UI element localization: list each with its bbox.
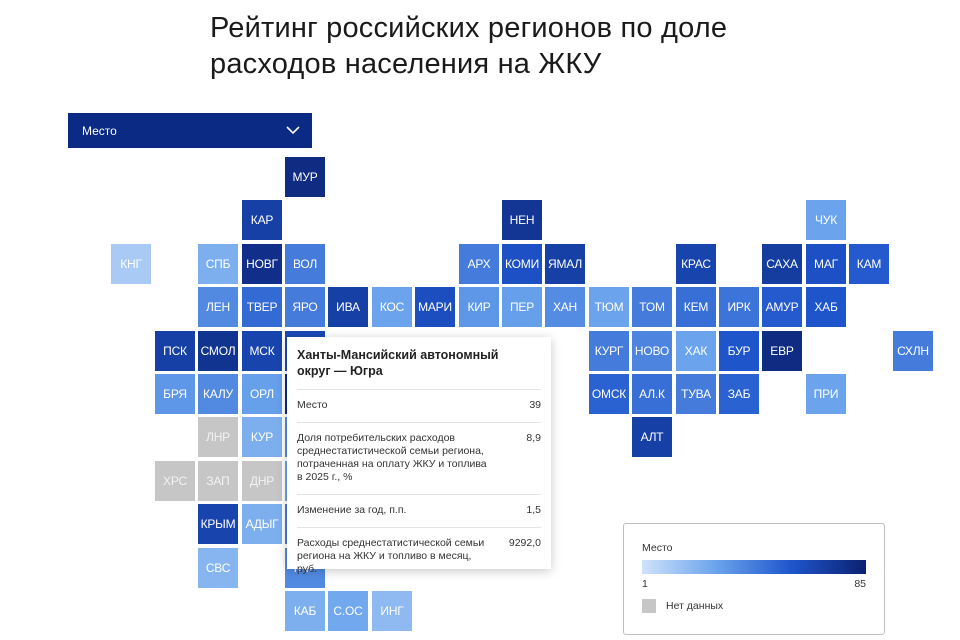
- region-tile[interactable]: КУРГ: [589, 331, 629, 371]
- tooltip-row: Место 39: [297, 389, 541, 422]
- region-tile[interactable]: КАБ: [285, 591, 325, 631]
- tooltip-value: 9292,0: [508, 537, 541, 549]
- region-tile[interactable]: КАЛУ: [198, 374, 238, 414]
- dropdown-label: Место: [82, 123, 117, 138]
- region-tile[interactable]: САХА: [762, 244, 802, 284]
- nodata-label: Нет данных: [666, 600, 724, 612]
- region-tile[interactable]: МАРИ: [415, 287, 455, 327]
- region-tile[interactable]: СХЛН: [893, 331, 933, 371]
- region-tile[interactable]: БРЯ: [155, 374, 195, 414]
- region-tile[interactable]: МСК: [242, 331, 282, 371]
- region-tile[interactable]: ЗАБ: [719, 374, 759, 414]
- metric-dropdown[interactable]: Место: [68, 113, 312, 148]
- tooltip-region-name: Ханты-Мансийский автономный округ — Югра: [297, 348, 499, 378]
- tooltip-row: Расходы среднестатистической семьи регио…: [297, 527, 541, 586]
- region-tile[interactable]: КОМИ: [502, 244, 542, 284]
- region-tile[interactable]: НОВГ: [242, 244, 282, 284]
- region-tile[interactable]: ПСК: [155, 331, 195, 371]
- region-tile[interactable]: С.ОС: [328, 591, 368, 631]
- region-tile[interactable]: ОРЛ: [242, 374, 282, 414]
- region-tile[interactable]: ХРС: [155, 461, 195, 501]
- legend-title: Место: [642, 542, 673, 554]
- tooltip-label: Расходы среднестатистической семьи регио…: [297, 537, 485, 575]
- region-tile[interactable]: ТОМ: [632, 287, 672, 327]
- region-tile[interactable]: НЕН: [502, 200, 542, 240]
- region-tile[interactable]: МАГ: [806, 244, 846, 284]
- region-tile[interactable]: ЗАП: [198, 461, 238, 501]
- region-tile[interactable]: ТЮМ: [589, 287, 629, 327]
- region-tooltip: Ханты-Мансийский автономный округ — Югра…: [287, 337, 551, 575]
- tooltip-value: 8,9: [526, 432, 541, 444]
- region-tile[interactable]: ИВА: [328, 287, 368, 327]
- region-tile[interactable]: ЧУК: [806, 200, 846, 240]
- region-tile[interactable]: ВОЛ: [285, 244, 325, 284]
- region-tile[interactable]: ПРИ: [806, 374, 846, 414]
- region-tile[interactable]: ЛЕН: [198, 287, 238, 327]
- chart-title: Рейтинг российских регионов по доле расх…: [210, 12, 728, 80]
- region-tile[interactable]: ХАН: [545, 287, 585, 327]
- region-tile[interactable]: АМУР: [762, 287, 802, 327]
- tooltip-row: Изменение за год, п.п. 1,5: [297, 494, 541, 527]
- tooltip-label: Изменение за год, п.п.: [297, 504, 407, 516]
- region-tile[interactable]: БУР: [719, 331, 759, 371]
- tooltip-label: Место: [297, 399, 328, 411]
- region-tile[interactable]: КУР: [242, 417, 282, 457]
- legend: Место 1 85 Нет данных: [623, 523, 885, 635]
- legend-min: 1: [642, 578, 648, 590]
- legend-max: 85: [854, 578, 866, 590]
- region-tile[interactable]: СМОЛ: [198, 331, 238, 371]
- tooltip-label: Доля потребительских расходов среднестат…: [297, 432, 487, 483]
- region-tile[interactable]: АДЫГ: [242, 504, 282, 544]
- region-tile[interactable]: МУР: [285, 157, 325, 197]
- region-tile[interactable]: СПБ: [198, 244, 238, 284]
- region-tile[interactable]: КРАС: [676, 244, 716, 284]
- region-tile[interactable]: АЛТ: [632, 417, 672, 457]
- region-tile[interactable]: ТВЕР: [242, 287, 282, 327]
- region-tile[interactable]: ИРК: [719, 287, 759, 327]
- region-tile[interactable]: АРХ: [459, 244, 499, 284]
- nodata-swatch: [642, 599, 656, 613]
- region-tile[interactable]: ТУВА: [676, 374, 716, 414]
- region-tile[interactable]: СВС: [198, 548, 238, 588]
- region-tile[interactable]: КЕМ: [676, 287, 716, 327]
- region-tile[interactable]: ЯРО: [285, 287, 325, 327]
- region-tile[interactable]: КАМ: [849, 244, 889, 284]
- region-tile[interactable]: ДНР: [242, 461, 282, 501]
- tooltip-value: 1,5: [526, 504, 541, 516]
- region-tile[interactable]: ЛНР: [198, 417, 238, 457]
- region-tile[interactable]: КНГ: [111, 244, 151, 284]
- region-tile[interactable]: ХАК: [676, 331, 716, 371]
- region-tile[interactable]: КОС: [372, 287, 412, 327]
- legend-gradient-bar: [642, 560, 866, 574]
- region-tile[interactable]: АЛ.К: [632, 374, 672, 414]
- region-tile[interactable]: КИР: [459, 287, 499, 327]
- tooltip-value: 39: [529, 399, 541, 411]
- tooltip-row: Доля потребительских расходов среднестат…: [297, 422, 541, 494]
- region-tile[interactable]: ХАБ: [806, 287, 846, 327]
- chevron-down-icon: [286, 126, 300, 135]
- region-tile[interactable]: ЯМАЛ: [545, 244, 585, 284]
- region-tile[interactable]: ПЕР: [502, 287, 542, 327]
- region-tile[interactable]: НОВО: [632, 331, 672, 371]
- region-tile[interactable]: ЕВР: [762, 331, 802, 371]
- region-tile[interactable]: КАР: [242, 200, 282, 240]
- region-tile[interactable]: ИНГ: [372, 591, 412, 631]
- region-tile[interactable]: ОМСК: [589, 374, 629, 414]
- region-tile[interactable]: КРЫМ: [198, 504, 238, 544]
